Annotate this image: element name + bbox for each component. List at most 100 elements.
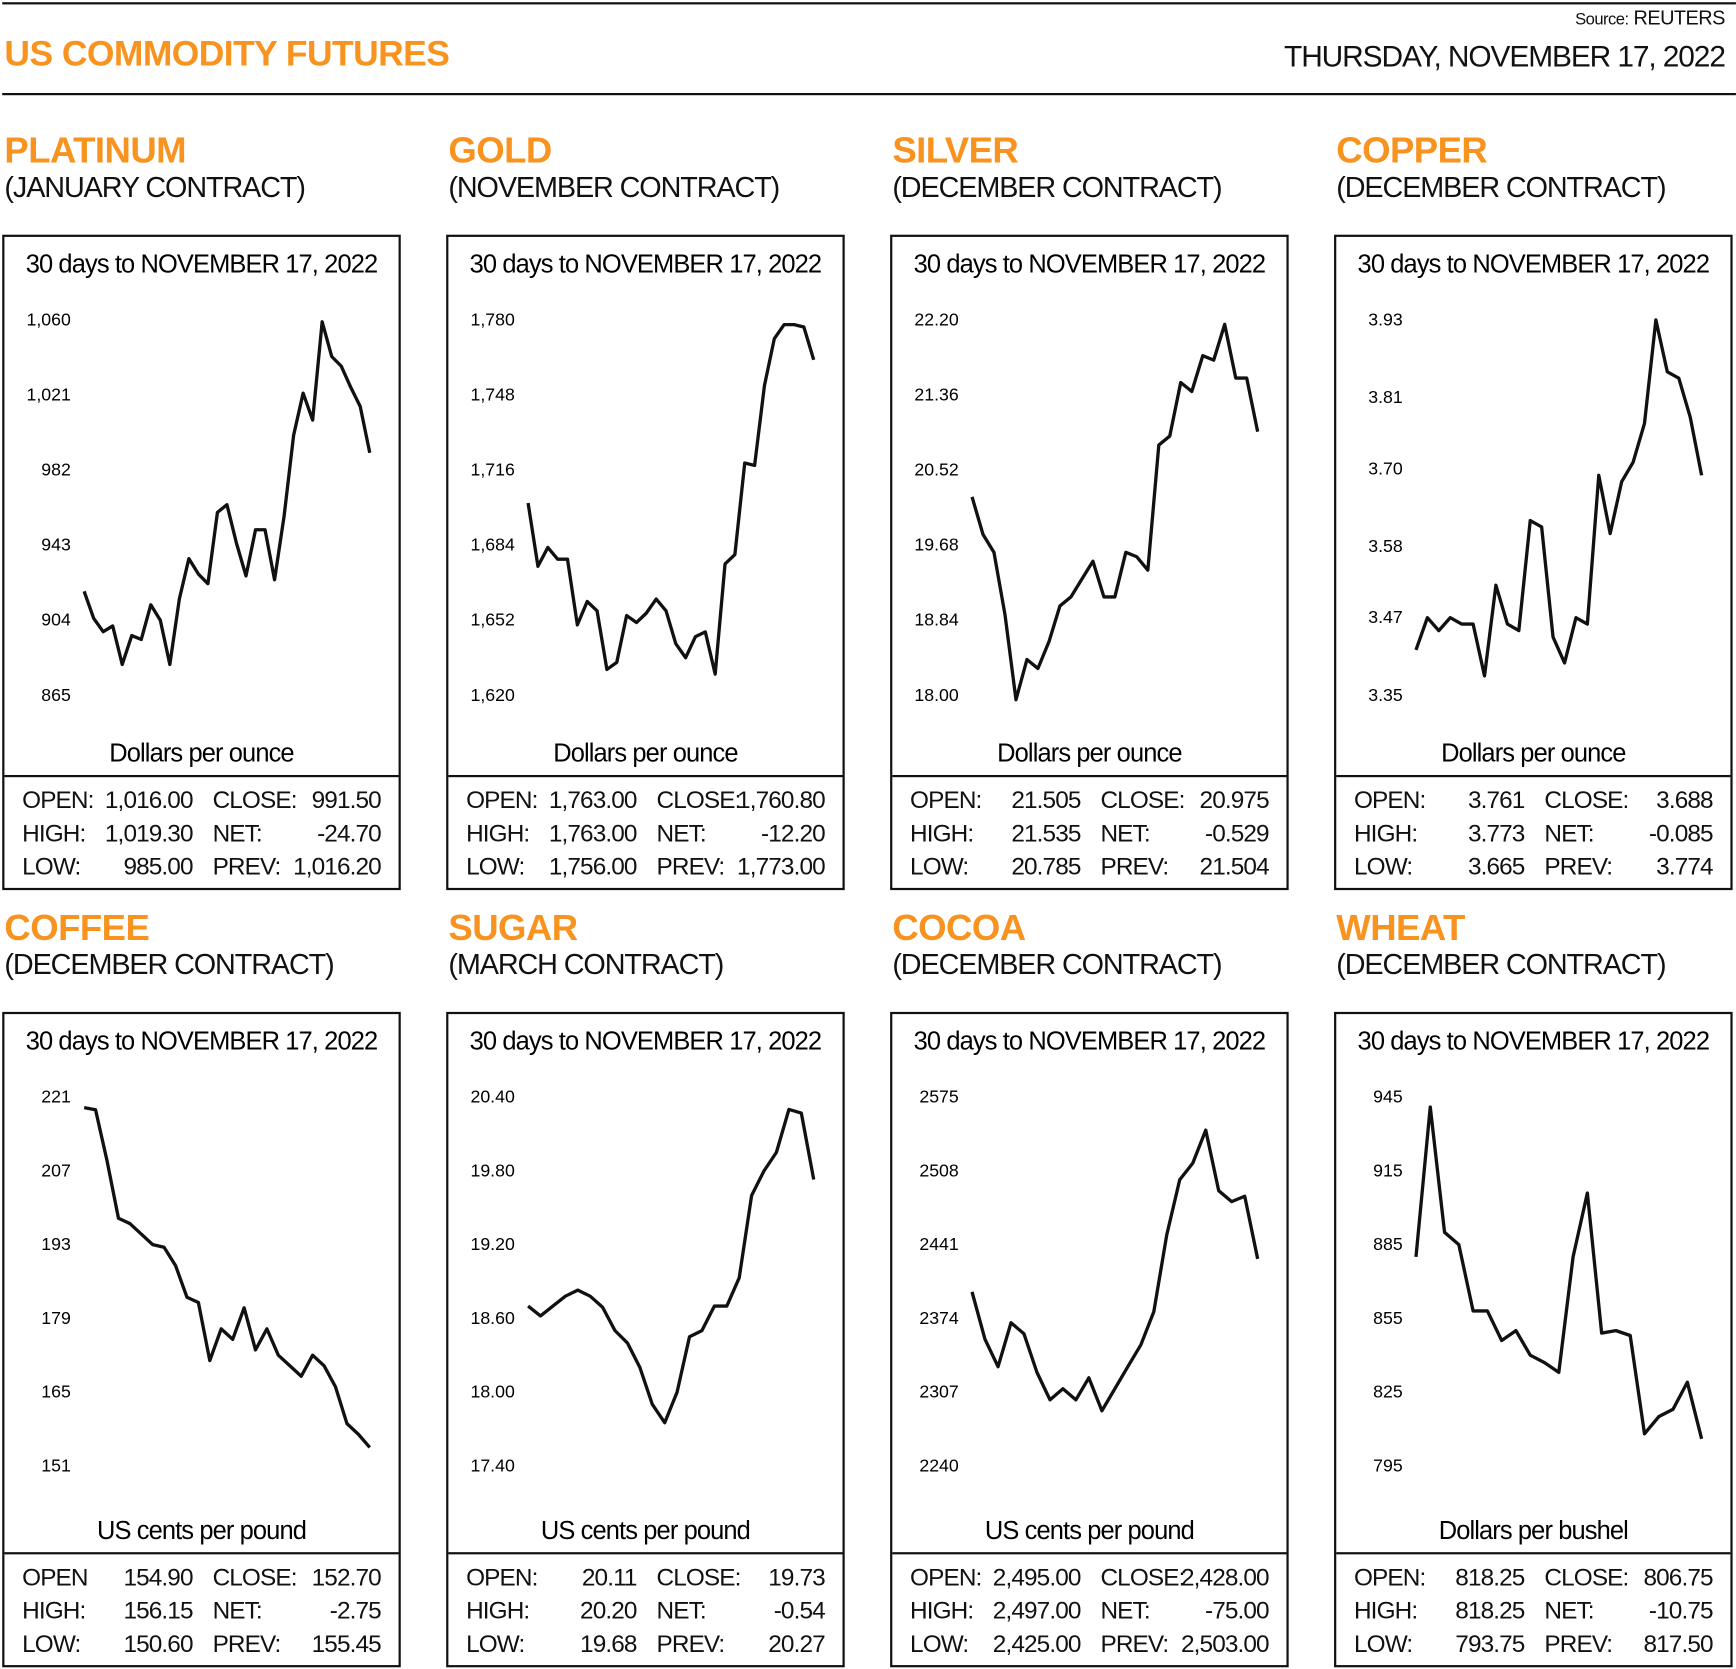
unit-label: US cents per pound: [97, 1517, 306, 1545]
line-chart: 30 days to NOVEMBER 17, 2022 945 915 885 855…: [1358, 1028, 1710, 1545]
y-tick-label: 855: [1373, 1308, 1403, 1328]
stats-row: HIGH: 818.25 NET: -10.75: [1353, 1594, 1714, 1627]
stats-row: LOW: 150.60 PREV: 155.45: [22, 1627, 382, 1660]
unit-label: US cents per pound: [985, 1517, 1194, 1545]
stat-label: PREV:: [1100, 852, 1169, 881]
stat-value: 1,756.00: [548, 852, 638, 881]
price-line: [82, 320, 372, 667]
contract-label: (MARCH CONTRACT): [448, 947, 724, 981]
stat-label: LOW:: [22, 1629, 81, 1658]
y-tick-label: 2575: [919, 1087, 959, 1107]
stat-value: -10.75: [1648, 1596, 1714, 1625]
contract-label: (DECEMBER CONTRACT): [1336, 947, 1666, 981]
stats-row: HIGH: 1,763.00 NET: -12.20: [466, 817, 826, 850]
stat-label: NET:: [1100, 1596, 1150, 1625]
stat-value: -0.529: [1204, 819, 1270, 847]
stat-value: 21.535: [1011, 819, 1081, 847]
chart-title: 30 days to NOVEMBER 17, 2022: [26, 250, 378, 278]
top-rule: [2, 2, 1736, 5]
y-tick-label: 179: [41, 1308, 71, 1328]
stat-value: 1,773.00: [737, 852, 826, 881]
y-tick-label: 1,716: [470, 460, 514, 480]
stat-label: NET:: [212, 819, 263, 847]
chart-panel-copper: COPPER (DECEMBER CONTRACT) 30 days to NOVE…: [1334, 130, 1733, 891]
stat-label: HIGH:: [22, 819, 86, 847]
y-tick-label: 3.47: [1368, 607, 1402, 627]
source-prefix: Source:: [1575, 9, 1629, 29]
stats-table: OPEN: 21.505 CLOSE: 20.975 HIGH: 21.535 NET: -0…: [892, 774, 1287, 888]
stat-label: CLOSE:: [1100, 786, 1185, 814]
stat-label: OPEN:: [466, 786, 538, 814]
stat-label: LOW:: [22, 852, 81, 881]
stats-row: OPEN: 20.11 CLOSE: 19.73: [466, 1561, 826, 1594]
stats-row: LOW: 1,756.00 PREV: 1,773.00: [466, 850, 826, 883]
stat-value: 3.761: [1467, 786, 1525, 814]
stat-value: 150.60: [123, 1629, 193, 1658]
stat-label: CLOSE:: [1544, 786, 1629, 814]
y-tick-label: 2508: [919, 1160, 959, 1180]
y-tick-label: 17.40: [470, 1455, 514, 1475]
stats-row: HIGH: 2,497.00 NET: -75.00: [910, 1594, 1270, 1627]
stat-label: PREV:: [1544, 852, 1613, 881]
stat-value: 20.27: [768, 1629, 825, 1658]
y-tick-label: 151: [41, 1455, 71, 1475]
stat-value: 156.15: [123, 1596, 193, 1625]
stat-label: HIGH:: [1353, 1596, 1418, 1625]
stats-row: OPEN: 818.25 CLOSE: 806.75: [1354, 1561, 1714, 1594]
stat-label: LOW:: [1353, 852, 1413, 881]
line-chart: 30 days to NOVEMBER 17, 2022 1,060 1,021 98…: [26, 250, 378, 767]
stat-value: 2,428.00: [1180, 1563, 1270, 1591]
y-tick-label: 865: [41, 685, 71, 705]
chart-panel-cocoa: COCOA (DECEMBER CONTRACT) 30 days to NOVEM…: [890, 907, 1289, 1668]
chart-box: 30 days to NOVEMBER 17, 2022 2575 2508 2441…: [890, 1011, 1289, 1668]
stat-label: HIGH:: [1353, 819, 1418, 847]
y-tick-label: 943: [41, 535, 71, 555]
chart-panel-coffee: COFFEE (DECEMBER CONTRACT) 30 days to NOVE…: [2, 907, 401, 1668]
y-tick-label: 19.20: [470, 1234, 514, 1254]
y-tick-label: 21.36: [914, 385, 958, 405]
stats-row: HIGH: 20.20 NET: -0.54: [466, 1594, 826, 1627]
stat-value: 2,497.00: [992, 1596, 1082, 1625]
y-tick-label: 825: [1373, 1382, 1403, 1402]
chart-panel-silver: SILVER (DECEMBER CONTRACT) 30 days to NOVE…: [890, 130, 1289, 891]
stat-value: 3.774: [1656, 852, 1713, 881]
stat-label: CLOSE:: [656, 786, 742, 814]
stat-value: 3.688: [1656, 786, 1713, 814]
header-rule: [2, 92, 1736, 96]
y-tick-label: 2374: [919, 1308, 959, 1328]
stats-table: OPEN: 1,763.00 CLOSE: 1,760.80 HIGH: 1,763.00…: [448, 774, 843, 888]
stat-value: 793.75: [1455, 1629, 1525, 1658]
stat-label: LOW:: [466, 1629, 525, 1658]
stat-value: 991.50: [311, 786, 382, 814]
y-tick-label: 18.60: [470, 1308, 514, 1328]
y-tick-label: 20.40: [470, 1087, 514, 1107]
stat-label: NET:: [212, 1596, 263, 1625]
y-tick-label: 945: [1373, 1087, 1403, 1107]
chart-title: 30 days to NOVEMBER 17, 2022: [26, 1028, 378, 1056]
stat-value: 818.25: [1455, 1596, 1525, 1625]
stat-label: LOW:: [1353, 1629, 1413, 1658]
unit-label: US cents per pound: [541, 1517, 750, 1545]
stat-value: -12.20: [761, 819, 826, 847]
chart-box: 30 days to NOVEMBER 17, 2022 945 915 885 855…: [1334, 1011, 1733, 1668]
commodity-name: GOLD: [448, 129, 552, 171]
stat-label: CLOSE:: [1544, 1563, 1629, 1591]
stat-value: 155.45: [311, 1629, 382, 1658]
stat-value: 19.68: [580, 1629, 637, 1658]
page-title: US COMMODITY FUTURES: [4, 33, 450, 74]
y-tick-label: 2240: [919, 1455, 959, 1475]
stat-label: HIGH:: [910, 819, 974, 847]
y-tick-label: 1,060: [27, 309, 71, 329]
price-line: [1414, 1105, 1704, 1440]
stat-label: HIGH:: [466, 1596, 530, 1625]
price-line: [526, 322, 816, 676]
stat-label: HIGH:: [466, 819, 530, 847]
chart-box: 30 days to NOVEMBER 17, 2022 221 207 193 179…: [2, 1011, 401, 1668]
stat-label: NET:: [656, 1596, 707, 1625]
line-chart: 30 days to NOVEMBER 17, 2022 2575 2508 2441…: [914, 1028, 1266, 1545]
stat-value: 2,425.00: [992, 1629, 1082, 1658]
stat-label: OPEN: [22, 1563, 88, 1591]
stats-row: HIGH: 1,019.30 NET: -24.70: [22, 817, 382, 850]
stats-row: LOW: 793.75 PREV: 817.50: [1353, 1627, 1714, 1660]
stats-row: OPEN: 21.505 CLOSE: 20.975: [910, 784, 1270, 817]
